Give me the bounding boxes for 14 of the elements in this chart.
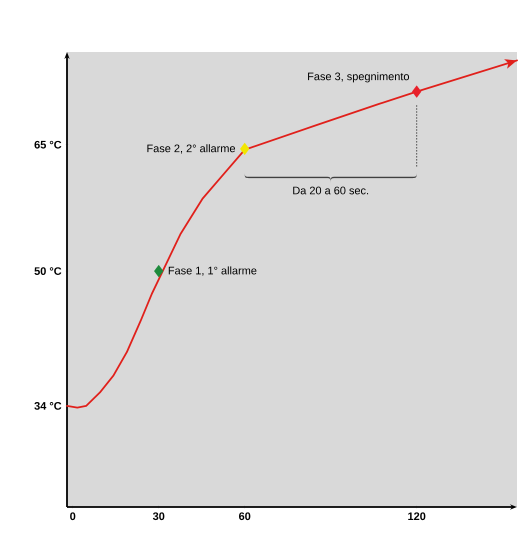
annotation: Fase 2, 2° allarme	[147, 144, 236, 154]
point	[240, 142, 250, 156]
x-tick-label: 120	[408, 512, 426, 520]
x-tick-label: 60	[239, 512, 250, 520]
point	[412, 85, 422, 98]
x-tick-label: 0	[70, 512, 76, 520]
y-tick-label: 34 °C	[34, 402, 62, 410]
annotation: Fase 3, spegnimento	[308, 72, 410, 82]
y-tick-label: 50 °C	[34, 267, 62, 275]
annotation: Fase 1, 1° allarme	[168, 266, 256, 276]
point	[154, 264, 164, 278]
y-tick-label: 65 °C	[34, 140, 62, 149]
x-tick-label: 30	[152, 512, 164, 520]
annotation: Da 20 a 60 sec.	[293, 186, 368, 194]
